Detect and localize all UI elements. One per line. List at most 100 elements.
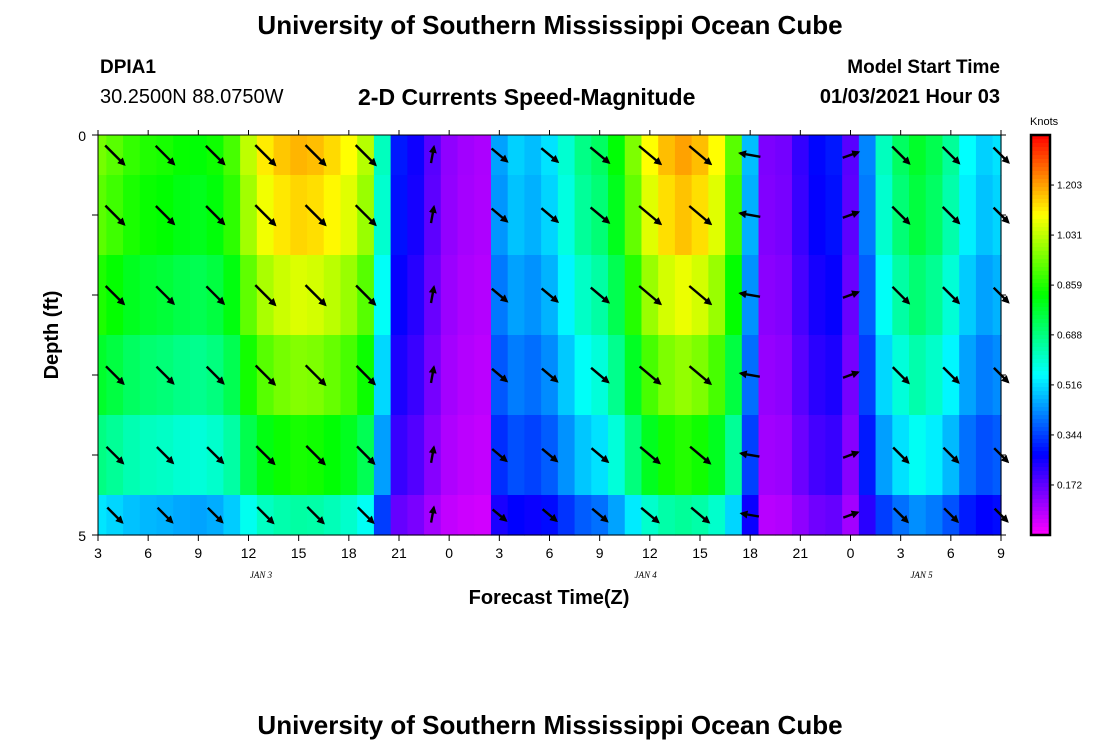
heatmap-cell: [624, 495, 643, 536]
colorbar-tick-label: 0.516: [1057, 380, 1082, 391]
heatmap-cell: [557, 495, 576, 536]
heatmap-cell: [524, 335, 542, 416]
heatmap-cell: [373, 175, 392, 256]
heatmap-cell: [189, 255, 208, 336]
colorbar-segment: [1031, 223, 1050, 228]
colorbar-segment: [1031, 215, 1050, 220]
colorbar-segment: [1031, 219, 1050, 224]
current-arrow: [428, 445, 437, 464]
heatmap-cell: [173, 175, 191, 256]
colorbar-segment: [1031, 283, 1050, 288]
colorbar-segment: [1031, 271, 1050, 276]
current-arrow: [842, 370, 860, 379]
heatmap-cell: [407, 175, 425, 256]
colorbar-segment: [1031, 195, 1050, 200]
current-arrow: [738, 150, 761, 159]
heatmap-cell: [98, 335, 107, 416]
heatmap-cell: [674, 335, 693, 416]
heatmap-cell: [708, 335, 726, 416]
heatmap-cell: [674, 175, 693, 256]
heatmap-cell: [608, 135, 626, 176]
heatmap-cell: [323, 135, 342, 176]
current-arrow: [842, 450, 860, 459]
heatmap-cell: [474, 335, 492, 416]
colorbar-segment: [1031, 307, 1050, 312]
heatmap-cell: [240, 175, 258, 256]
x-tick-label: 12: [241, 545, 257, 561]
colorbar-segment: [1031, 527, 1050, 532]
heatmap-cell: [340, 135, 358, 176]
colorbar-segment: [1031, 467, 1050, 472]
colorbar-segment: [1031, 483, 1050, 488]
heatmap-cell: [373, 135, 392, 176]
heatmap-cell: [725, 135, 743, 176]
heatmap-cell: [975, 175, 994, 256]
current-arrow: [540, 207, 560, 224]
colorbar-segment: [1031, 515, 1050, 520]
colorbar-segment: [1031, 503, 1050, 508]
heatmap-cell: [407, 135, 425, 176]
heatmap-cell: [674, 495, 693, 536]
colorbar-segment: [1031, 371, 1050, 376]
heatmap-cell: [323, 335, 342, 416]
current-arrow: [941, 206, 961, 225]
heatmap-cell: [457, 415, 475, 496]
heatmap-cell: [925, 415, 944, 496]
current-arrow: [639, 445, 661, 465]
current-arrow: [638, 365, 662, 385]
heatmap-cell: [574, 175, 592, 256]
current-arrow: [305, 445, 326, 466]
heatmap-cell: [189, 175, 208, 256]
heatmap-cell: [725, 175, 743, 256]
current-arrow: [428, 144, 437, 164]
heatmap-cell: [557, 175, 576, 256]
heatmap-cell: [173, 415, 191, 496]
heatmap-cell: [323, 175, 342, 256]
heatmap-cell: [507, 255, 526, 336]
current-arrow: [155, 285, 176, 306]
colorbar-segment: [1031, 331, 1050, 336]
heatmap-cell: [725, 415, 743, 496]
current-arrow: [589, 146, 611, 164]
current-arrow: [738, 210, 761, 219]
colorbar-segment: [1031, 523, 1050, 528]
heatmap-cell: [574, 135, 592, 176]
current-arrow: [638, 145, 663, 166]
colorbar-segment: [1031, 407, 1050, 412]
current-arrow: [306, 506, 325, 525]
heatmap-cell: [507, 495, 526, 536]
heatmap-cell: [875, 135, 893, 176]
colorbar-segment: [1031, 431, 1050, 436]
current-arrow: [490, 207, 509, 223]
colorbar-segment: [1031, 323, 1050, 328]
colorbar-segment: [1031, 259, 1050, 264]
heatmap-cell: [959, 495, 977, 536]
colorbar-segment: [1031, 199, 1050, 204]
heatmap-cell: [725, 255, 743, 336]
colorbar-segment: [1031, 363, 1050, 368]
current-arrow: [891, 366, 910, 385]
heatmap-cell: [658, 335, 676, 416]
heatmap-cell: [909, 415, 927, 496]
colorbar-segment: [1031, 239, 1050, 244]
colorbar-segment: [1031, 423, 1050, 428]
heatmap-cell: [390, 495, 408, 536]
current-arrow: [892, 446, 910, 464]
colorbar-segment: [1031, 247, 1050, 252]
heatmap-cell: [574, 495, 592, 536]
heatmap-cell: [223, 175, 241, 256]
colorbar-segment: [1031, 155, 1050, 160]
heatmap-cell: [808, 495, 827, 536]
heatmap-cell: [825, 255, 843, 336]
heatmap-cell: [474, 135, 492, 176]
heatmap-cell: [975, 135, 994, 176]
colorbar-segment: [1031, 163, 1050, 168]
current-arrow: [155, 365, 175, 385]
heatmap-cell: [273, 175, 291, 256]
heatmap-cell: [808, 335, 827, 416]
heatmap-cell: [98, 255, 107, 336]
current-arrow: [354, 144, 377, 167]
colorbar-segment: [1031, 495, 1050, 500]
current-arrow: [304, 364, 327, 387]
heatmap-cell: [139, 135, 158, 176]
